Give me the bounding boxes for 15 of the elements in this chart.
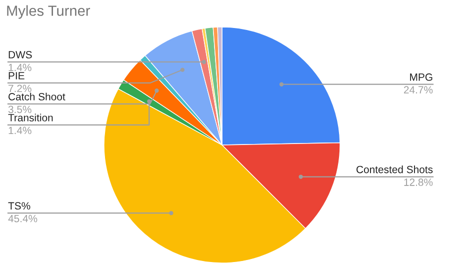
slice-label: Transition	[8, 114, 53, 122]
slice-label: MPG	[410, 73, 432, 81]
slice-label: TS%	[8, 202, 30, 210]
data-label: 7.2%	[8, 84, 32, 92]
data-label: 12.8%	[404, 178, 433, 186]
data-label: 45.4%	[8, 214, 38, 222]
slice-label: Catch Shoot	[8, 92, 66, 100]
data-label: 3.5%	[8, 106, 32, 114]
chart-title: Myles Turner	[7, 5, 90, 19]
slice-label: PIE	[8, 72, 24, 80]
data-label: 24.7%	[404, 86, 433, 94]
data-label: 1.4%	[8, 126, 32, 134]
slice-label: Contested Shots	[356, 166, 433, 174]
slice-label: DWS	[8, 51, 32, 58]
data-label: 1.4%	[8, 64, 32, 72]
